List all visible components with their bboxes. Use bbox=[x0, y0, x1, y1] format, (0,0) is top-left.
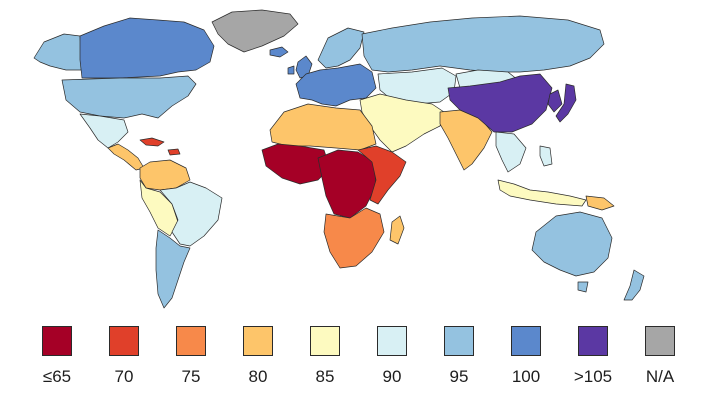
legend-label: 85 bbox=[315, 367, 335, 386]
region-caribbean bbox=[139, 137, 181, 156]
legend-item-gt105: >105 bbox=[558, 326, 628, 396]
region-east-africa bbox=[357, 145, 407, 205]
region-usa bbox=[61, 75, 197, 119]
legend-item-85: 85 bbox=[290, 326, 360, 396]
region-kazakhstan-central-asia bbox=[377, 67, 457, 105]
legend-label: N/A bbox=[645, 367, 675, 386]
region-central-america bbox=[107, 143, 145, 171]
legend-label: 90 bbox=[382, 367, 402, 386]
legend-swatch bbox=[578, 326, 608, 356]
region-europe bbox=[295, 63, 377, 107]
legend-item-100: 100 bbox=[491, 326, 561, 396]
legend-swatch bbox=[176, 326, 206, 356]
region-brazil bbox=[159, 181, 223, 247]
region-canada bbox=[79, 17, 215, 79]
legend: ≤65 70 75 80 85 90 95 100 bbox=[22, 326, 702, 396]
region-alaska bbox=[33, 33, 83, 71]
legend-swatch bbox=[444, 326, 474, 356]
legend-label: >105 bbox=[573, 367, 613, 386]
region-madagascar bbox=[389, 215, 405, 245]
legend-label: 100 bbox=[511, 367, 541, 386]
region-indonesia bbox=[497, 179, 587, 207]
legend-label: 75 bbox=[181, 367, 201, 386]
region-tasmania bbox=[577, 281, 589, 293]
legend-swatch bbox=[243, 326, 273, 356]
legend-swatch bbox=[42, 326, 72, 356]
region-philippines bbox=[539, 145, 553, 167]
region-new-zealand bbox=[623, 269, 645, 301]
legend-item-na: N/A bbox=[625, 326, 695, 396]
region-uk-ireland bbox=[287, 55, 313, 79]
region-colombia-venezuela bbox=[139, 159, 191, 191]
region-central-africa bbox=[317, 149, 377, 219]
region-china bbox=[447, 73, 553, 133]
legend-swatch bbox=[645, 326, 675, 356]
region-north-africa bbox=[269, 103, 377, 151]
region-australia bbox=[531, 211, 613, 277]
region-southeast-asia bbox=[495, 131, 527, 173]
legend-swatch bbox=[310, 326, 340, 356]
legend-item-95: 95 bbox=[424, 326, 494, 396]
region-argentina-chile bbox=[155, 229, 191, 309]
region-southern-africa bbox=[323, 207, 385, 269]
legend-label: ≤65 bbox=[42, 367, 72, 386]
legend-swatch bbox=[109, 326, 139, 356]
legend-item-70: 70 bbox=[89, 326, 159, 396]
legend-swatch bbox=[511, 326, 541, 356]
region-japan bbox=[555, 83, 577, 123]
legend-item-90: 90 bbox=[357, 326, 427, 396]
region-scandinavia bbox=[317, 27, 365, 69]
legend-label: 70 bbox=[114, 367, 134, 386]
legend-label: 95 bbox=[449, 367, 469, 386]
region-greenland bbox=[211, 9, 299, 53]
region-russia bbox=[361, 15, 605, 73]
world-choropleth-map bbox=[33, 9, 645, 309]
legend-item-le65: ≤65 bbox=[22, 326, 92, 396]
legend-item-80: 80 bbox=[223, 326, 293, 396]
region-mexico bbox=[79, 113, 129, 149]
region-korea bbox=[547, 89, 563, 113]
legend-swatch bbox=[377, 326, 407, 356]
legend-label: 80 bbox=[248, 367, 268, 386]
legend-item-75: 75 bbox=[156, 326, 226, 396]
region-iceland bbox=[269, 46, 289, 58]
region-papua bbox=[585, 195, 615, 211]
